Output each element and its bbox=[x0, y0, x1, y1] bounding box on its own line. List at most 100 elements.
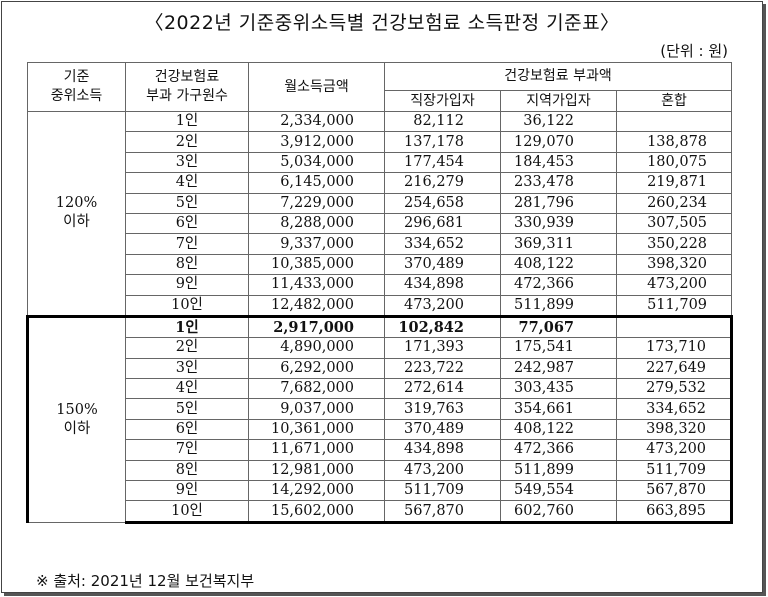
household-members-cell: 3인 bbox=[125, 357, 249, 380]
employee-premium-cell: 82,112 bbox=[384, 110, 501, 133]
header-household-line2: 부과 가구원수 bbox=[146, 88, 228, 104]
household-members-cell: 9인 bbox=[125, 274, 249, 296]
employee-premium-cell: 567,870 bbox=[384, 500, 501, 524]
mixed-premium-cell: 334,652 bbox=[615, 398, 734, 420]
table-row: 5인 9,037,000 319,763 354,661 334,652 bbox=[28, 398, 734, 420]
employee-premium-cell: 223,722 bbox=[384, 357, 501, 380]
header-median-income: 기준 중위소득 bbox=[27, 62, 126, 112]
employee-premium-cell: 473,200 bbox=[384, 459, 501, 482]
income-premium-table: 기준 중위소득 건강보험료 부과 가구원수 월소득금액 건강보험료 부과액 직장… bbox=[26, 62, 734, 524]
monthly-income-cell: 11,433,000 bbox=[248, 274, 385, 296]
regional-premium-cell: 408,122 bbox=[500, 253, 617, 276]
regional-premium-cell: 472,366 bbox=[500, 439, 617, 461]
household-members-cell: 5인 bbox=[125, 398, 249, 420]
header-median-income-line2: 중위소득 bbox=[50, 88, 103, 104]
employee-premium-cell: 511,709 bbox=[384, 480, 501, 502]
monthly-income-cell: 5,034,000 bbox=[248, 151, 385, 174]
household-members-cell: 7인 bbox=[125, 233, 249, 255]
monthly-income-cell: 6,145,000 bbox=[248, 172, 385, 194]
regional-premium-cell: 175,541 bbox=[500, 337, 617, 359]
mixed-premium-cell: 350,228 bbox=[615, 233, 733, 255]
table-row: 120% 이하 1인 2,334,000 82,112 36,122 bbox=[27, 110, 733, 317]
monthly-income-cell: 8,288,000 bbox=[248, 212, 385, 235]
employee-premium-cell: 334,652 bbox=[384, 233, 501, 255]
regional-premium-cell: 36,122 bbox=[500, 110, 617, 133]
employee-premium-cell: 370,489 bbox=[384, 253, 501, 276]
employee-premium-cell: 254,658 bbox=[384, 192, 501, 214]
employee-premium-cell: 473,200 bbox=[384, 294, 501, 317]
mixed-premium-cell: 473,200 bbox=[615, 274, 733, 296]
mixed-premium-cell: 279,532 bbox=[615, 378, 734, 400]
mixed-premium-cell: 511,709 bbox=[615, 459, 734, 482]
regional-premium-cell: 602,760 bbox=[500, 500, 617, 524]
employee-premium-cell: 434,898 bbox=[384, 439, 501, 461]
employee-premium-cell: 434,898 bbox=[384, 274, 501, 296]
monthly-income-cell: 10,385,000 bbox=[248, 253, 385, 276]
monthly-income-cell: 3,912,000 bbox=[248, 131, 385, 153]
table-row: 7인 11,671,000 434,898 472,366 473,200 bbox=[28, 439, 734, 461]
household-members-cell: 6인 bbox=[125, 212, 249, 235]
table-row: 2인 3,912,000 137,178 129,070 138,878 bbox=[28, 131, 733, 153]
table-row: 2인 4,890,000 171,393 175,541 173,710 bbox=[28, 337, 734, 359]
monthly-income-cell: 11,671,000 bbox=[248, 439, 385, 461]
monthly-income-cell: 4,890,000 bbox=[248, 337, 385, 359]
regional-premium-cell: 303,435 bbox=[500, 378, 617, 400]
household-members-cell: 3인 bbox=[125, 151, 249, 174]
table-row: 4인 6,145,000 216,279 233,478 219,871 bbox=[28, 172, 733, 194]
mixed-premium-cell: 307,505 bbox=[615, 212, 733, 235]
group-label-line1: 120% bbox=[55, 195, 98, 212]
mixed-premium-cell: 260,234 bbox=[615, 192, 733, 214]
header-household-members: 건강보험료 부과 가구원수 bbox=[125, 62, 249, 112]
monthly-income-cell: 15,602,000 bbox=[248, 500, 385, 524]
header-regional: 지역가입자 bbox=[500, 90, 617, 112]
group-label-line1: 150% bbox=[56, 401, 98, 418]
source-note: ※ 출처: 2021년 12월 보건복지부 bbox=[36, 572, 255, 590]
monthly-income-cell: 12,981,000 bbox=[248, 459, 385, 482]
monthly-income-cell: 7,682,000 bbox=[248, 378, 385, 400]
unit-note: (단위 : 원) bbox=[660, 42, 728, 60]
header-monthly-income: 월소득금액 bbox=[248, 62, 385, 112]
monthly-income-cell: 6,292,000 bbox=[248, 357, 385, 380]
monthly-income-cell: 9,037,000 bbox=[248, 398, 385, 420]
household-members-cell: 10인 bbox=[125, 500, 249, 524]
monthly-income-cell: 12,482,000 bbox=[248, 294, 385, 317]
table-row: 3인 5,034,000 177,454 184,453 180,075 bbox=[28, 151, 733, 174]
regional-premium-cell: 472,366 bbox=[500, 274, 617, 296]
household-members-cell: 7인 bbox=[125, 439, 249, 461]
section-150-percent: 150% 이하 1인 2,917,000 102,842 77,067 2인 4,890,00… bbox=[26, 314, 734, 524]
employee-premium-cell: 319,763 bbox=[384, 398, 501, 420]
regional-premium-cell: 511,899 bbox=[500, 294, 617, 317]
section-120-percent: 120% 이하 1인 2,334,000 82,112 36,122 2인 3,912,000… bbox=[27, 110, 733, 317]
household-members-cell: 1인 bbox=[125, 110, 249, 133]
mixed-premium-cell: 173,710 bbox=[615, 337, 734, 359]
table-row: 9인 11,433,000 434,898 472,366 473,200 bbox=[28, 274, 733, 296]
monthly-income-cell: 2,917,000 bbox=[248, 314, 385, 339]
table-row: 5인 7,229,000 254,658 281,796 260,234 bbox=[28, 192, 733, 214]
household-members-cell: 4인 bbox=[125, 172, 249, 194]
header-mixed: 혼합 bbox=[615, 90, 733, 112]
table-row: 9인 14,292,000 511,709 549,554 567,870 bbox=[28, 480, 734, 502]
employee-premium-cell: 177,454 bbox=[384, 151, 501, 174]
regional-premium-cell: 129,070 bbox=[500, 131, 617, 153]
mixed-premium-cell: 398,320 bbox=[615, 418, 734, 441]
monthly-income-cell: 7,229,000 bbox=[248, 192, 385, 214]
table-row: 10인 12,482,000 473,200 511,899 511,709 bbox=[28, 294, 733, 317]
table-row: 3인 6,292,000 223,722 242,987 227,649 bbox=[28, 357, 734, 380]
mixed-premium-cell: 219,871 bbox=[615, 172, 733, 194]
monthly-income-cell: 10,361,000 bbox=[248, 418, 385, 441]
employee-premium-cell: 137,178 bbox=[384, 131, 501, 153]
household-members-cell: 4인 bbox=[125, 378, 249, 400]
regional-premium-cell: 549,554 bbox=[500, 480, 617, 502]
median-income-group-label: 150% 이하 bbox=[26, 314, 126, 523]
household-members-cell: 9인 bbox=[125, 480, 249, 502]
header-median-income-line1: 기준 bbox=[63, 69, 90, 85]
table-row: 4인 7,682,000 272,614 303,435 279,532 bbox=[28, 378, 734, 400]
group-label-line2: 이하 bbox=[63, 214, 90, 231]
employee-premium-cell: 370,489 bbox=[384, 418, 501, 441]
table-row: 6인 10,361,000 370,489 408,122 398,320 bbox=[28, 418, 734, 441]
monthly-income-cell: 2,334,000 bbox=[248, 110, 385, 133]
mixed-premium-cell: 663,895 bbox=[615, 500, 734, 524]
mixed-premium-cell: 511,709 bbox=[615, 294, 733, 317]
table-row: 8인 10,385,000 370,489 408,122 398,320 bbox=[28, 253, 733, 276]
